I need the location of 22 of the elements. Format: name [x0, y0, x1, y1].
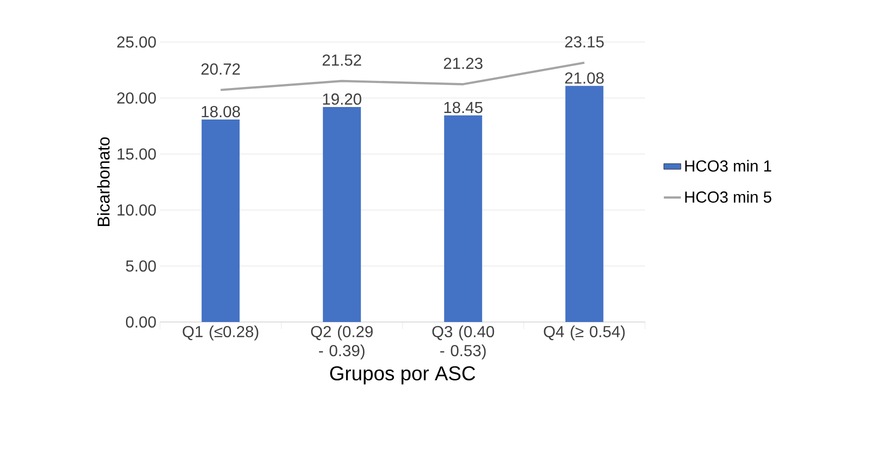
x-tick-label: Q2 (0.29 - 0.39)	[311, 326, 373, 360]
data-label: 20.72	[201, 63, 240, 75]
data-label: 18.08	[202, 106, 240, 118]
data-label: 18.45	[444, 102, 482, 114]
data-label: 19.20	[323, 93, 362, 105]
x-axis-title: Grupos por ASC	[330, 366, 476, 384]
x-tick-label: Q3 (0.40 - 0.53)	[432, 326, 494, 360]
y-axis-title: Bicarbonato	[97, 137, 110, 226]
y-tick-label: 0.00	[126, 316, 156, 328]
y-tick-label: 20.00	[117, 92, 156, 104]
y-tick-label: 15.00	[118, 148, 156, 160]
data-label: 21.23	[444, 58, 482, 70]
x-tick-label: Q1 (≤0.28)	[182, 326, 258, 340]
x-tick-label: Q4 (≥ 0.54)	[544, 326, 625, 340]
y-tick-label: 5.00	[126, 260, 156, 272]
y-tick-label: 10.00	[118, 204, 156, 216]
data-label: 23.15	[565, 36, 604, 48]
legend-label: HCO3 min 5	[685, 190, 772, 203]
y-tick-label: 25.00	[117, 36, 156, 48]
data-label: 21.52	[322, 54, 362, 66]
data-label: 21.08	[565, 72, 604, 84]
legend-label: HCO3 min 1	[685, 160, 772, 172]
